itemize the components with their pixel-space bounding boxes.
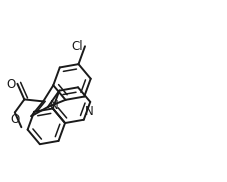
Text: O: O — [6, 78, 15, 91]
Text: N: N — [50, 100, 58, 112]
Text: O: O — [10, 113, 19, 126]
Text: N: N — [84, 105, 93, 118]
Text: Cl: Cl — [71, 40, 83, 53]
